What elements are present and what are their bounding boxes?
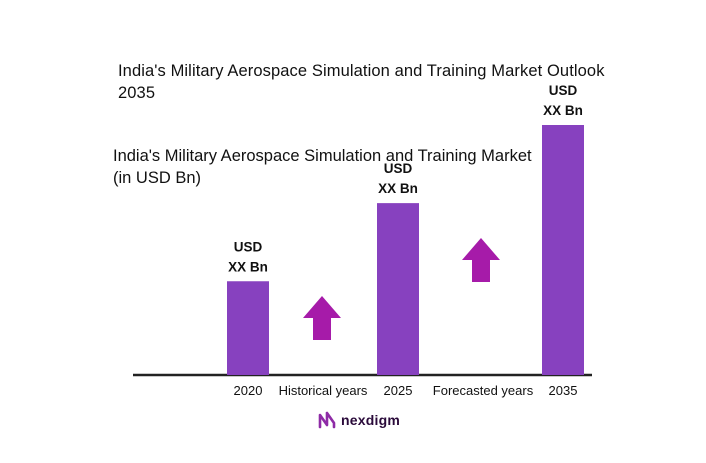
growth-arrow-icon: [303, 296, 341, 340]
value-label-2025-line2: XX Bn: [378, 181, 418, 196]
x-tick-label-2035: 2035: [549, 383, 578, 398]
value-label-2035-line2: XX Bn: [543, 103, 583, 118]
x-tick-label-2020: 2020: [234, 383, 263, 398]
value-label-2020-line2: XX Bn: [228, 259, 268, 274]
value-label-2020-line1: USD: [234, 239, 263, 254]
chart-title: India's Military Aerospace Simulation an…: [118, 62, 605, 102]
bar-2020: [227, 281, 269, 375]
growth-arrow-icon: [462, 238, 500, 282]
bar-2025: [377, 203, 419, 375]
brand-name: nexdigm: [341, 412, 400, 428]
x-tick-label-2025: 2025: [384, 383, 413, 398]
chart-subtitle: India's Military Aerospace Simulation an…: [113, 147, 532, 187]
nexdigm-logo-icon: [318, 411, 336, 429]
bar-2035: [542, 125, 584, 375]
period-label-2: Forecasted years: [433, 383, 534, 398]
value-label-2035-line1: USD: [549, 83, 578, 98]
nexdigm-logo: nexdigm: [318, 410, 400, 430]
value-label-2025-line1: USD: [384, 161, 413, 176]
period-label-1: Historical years: [279, 383, 368, 398]
